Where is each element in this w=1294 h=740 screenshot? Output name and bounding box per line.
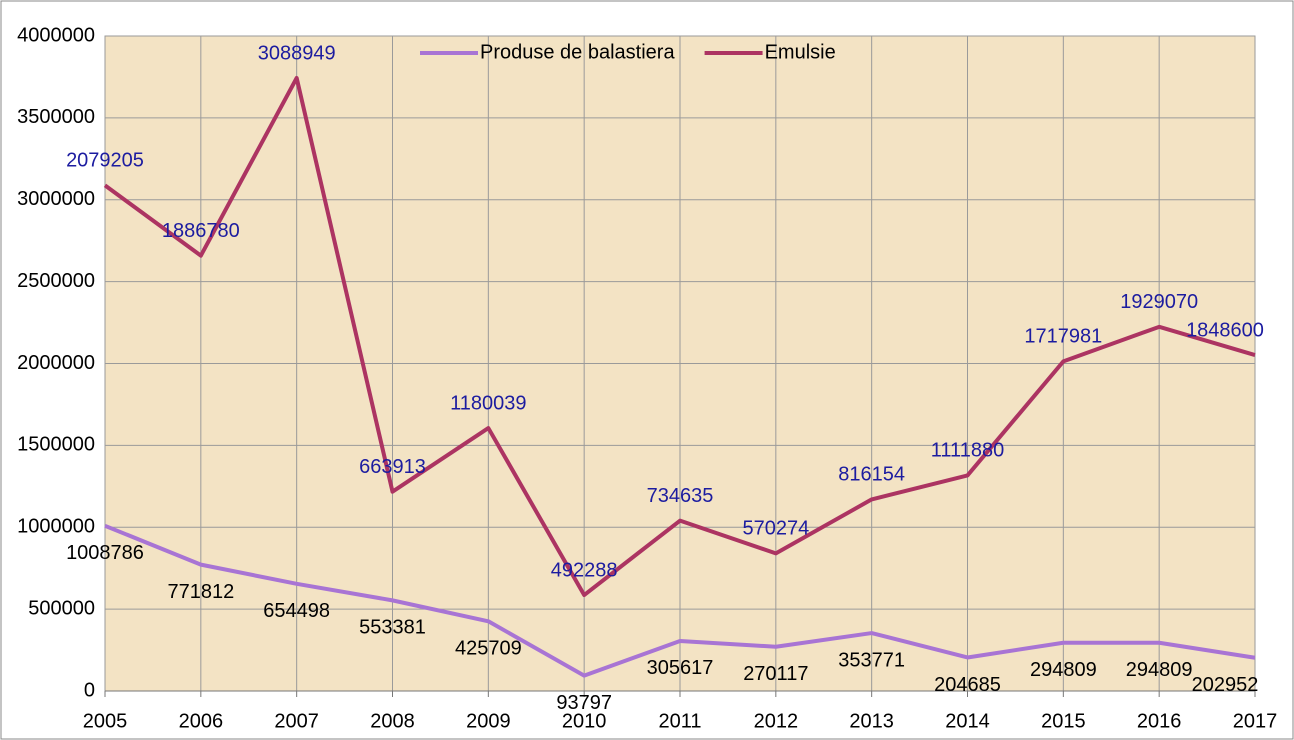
data-label: 294809 [1030, 659, 1097, 681]
data-label: 202952 [1192, 674, 1259, 696]
x-tick-label: 2006 [179, 710, 224, 732]
data-label: 654498 [263, 600, 330, 622]
data-label: 1886780 [162, 220, 240, 242]
data-label: 270117 [743, 663, 808, 685]
data-label: 663913 [359, 456, 426, 478]
data-label: 1929070 [1120, 291, 1198, 313]
x-tick-label: 2014 [945, 710, 990, 732]
series-line [103, 76, 1256, 598]
data-label: 1717981 [1024, 326, 1102, 348]
data-label: 771812 [167, 581, 234, 603]
x-tick-label: 2015 [1041, 710, 1086, 732]
data-label: 570274 [742, 518, 809, 540]
y-tick-label: 0 [84, 679, 95, 701]
x-tick-label: 2010 [562, 710, 607, 732]
data-label: 1111880 [931, 440, 1004, 462]
y-tick-label: 2500000 [17, 270, 95, 292]
series-line [104, 523, 1256, 678]
data-label: 3088949 [258, 42, 336, 64]
x-tick-label: 2017 [1233, 710, 1278, 732]
data-label: 1180039 [450, 392, 526, 414]
data-label: 204685 [934, 674, 1001, 696]
x-tick-label: 2016 [1137, 710, 1182, 732]
data-label: 425709 [455, 638, 522, 660]
data-label: 353771 [838, 649, 905, 671]
x-tick-label: 2013 [849, 710, 894, 732]
data-label: 492288 [551, 559, 618, 581]
data-label: 816154 [838, 464, 905, 486]
y-tick-label: 3000000 [17, 188, 95, 210]
x-tick-label: 2011 [658, 710, 701, 732]
data-label: 93797 [556, 692, 612, 714]
data-label: 1008786 [66, 542, 144, 564]
y-tick-label: 1000000 [17, 516, 95, 538]
data-label: 553381 [359, 617, 426, 639]
y-tick-label: 1500000 [17, 434, 95, 456]
data-label: 734635 [647, 485, 714, 507]
data-label: 2079205 [66, 150, 144, 172]
x-tick-label: 2007 [274, 710, 319, 732]
x-tick-label: 2008 [370, 710, 415, 732]
data-label: 294809 [1126, 659, 1193, 681]
x-tick-label: 2009 [466, 710, 511, 732]
data-label: 305617 [647, 657, 714, 679]
y-tick-label: 2000000 [17, 352, 95, 374]
y-tick-label: 500000 [28, 597, 95, 619]
y-tick-label: 3500000 [17, 106, 95, 128]
data-label: 1848600 [1186, 319, 1264, 341]
legend-label: Produse de balastiera [480, 41, 675, 63]
x-tick-label: 2005 [83, 710, 128, 732]
x-tick-label: 2012 [754, 710, 799, 732]
y-tick-label: 4000000 [17, 24, 95, 46]
legend-label: Emulsie [765, 41, 836, 63]
